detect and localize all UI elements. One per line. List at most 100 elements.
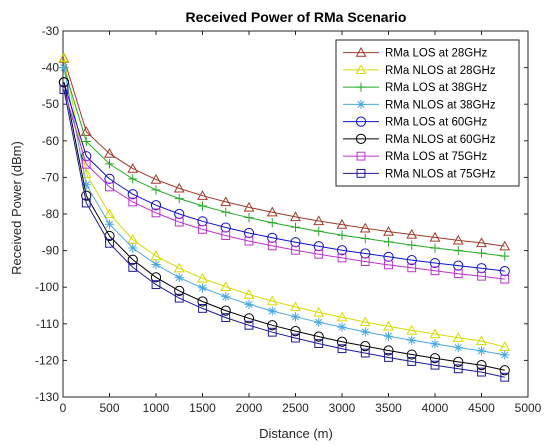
series-point (290, 312, 301, 322)
series-point (336, 311, 348, 322)
series-point (406, 255, 417, 266)
x-tick-label: 500 (99, 401, 119, 415)
series-point (59, 63, 69, 73)
series-point (80, 126, 92, 136)
legend-label: RMa NLOS at 75GHz (385, 168, 496, 180)
series-point (476, 360, 487, 371)
series-point (173, 182, 185, 193)
series-point (198, 224, 207, 234)
legend-marker (356, 168, 366, 178)
x-tick-label: 1000 (143, 401, 170, 415)
legend-item: RMa NLOS at 60GHz (343, 133, 496, 146)
series-point (267, 218, 277, 228)
series-point (359, 222, 371, 233)
series-point (407, 357, 417, 366)
series-point (243, 201, 255, 212)
series-point (477, 367, 486, 377)
series-point (174, 293, 184, 303)
series-point (453, 342, 463, 353)
series-point (267, 320, 278, 331)
series-point (197, 190, 208, 200)
x-tick-label: 1500 (189, 401, 216, 415)
legend-marker (356, 99, 366, 109)
legend: RMa LOS at 28GHz RMa NLOS at 28GHz RMa LOS… (335, 39, 520, 187)
series-point (360, 348, 370, 358)
series-point (476, 248, 487, 258)
series-point (383, 320, 394, 331)
series-point (336, 336, 348, 347)
legend-box (335, 39, 520, 187)
series-line (63, 67, 505, 257)
legend-item: RMa NLOS at 75GHz (343, 168, 496, 180)
series-point (151, 185, 161, 195)
legend-marker (355, 133, 367, 144)
series-point (383, 345, 394, 356)
series-point (151, 208, 161, 218)
series-point (499, 365, 510, 376)
series-point (384, 353, 393, 362)
series-point (81, 159, 91, 169)
series-point (174, 273, 184, 283)
series-point (476, 335, 487, 346)
series-point (429, 353, 441, 364)
series-point (105, 182, 114, 192)
y-tick-label: -110 (36, 317, 59, 331)
legend-item: RMa LOS at 75GHz (343, 151, 488, 163)
series-point (314, 317, 324, 327)
series-point (174, 217, 184, 227)
legend-item: RMa NLOS at 38GHz (343, 99, 496, 111)
series-point (244, 236, 254, 246)
series-point (406, 228, 418, 239)
series-point (429, 231, 441, 242)
series-point (453, 246, 463, 256)
x-tick-label: 3000 (329, 401, 356, 415)
series-point (336, 245, 348, 256)
chart-title: Received Power of RMa Scenario (186, 9, 407, 25)
series-point (290, 326, 301, 337)
series-point (197, 201, 208, 211)
series-point (360, 327, 370, 337)
series-point (173, 262, 185, 273)
series-point (407, 335, 417, 345)
series-point (150, 272, 162, 283)
series-point (313, 331, 324, 342)
series-point (314, 249, 324, 259)
series-point (104, 219, 115, 229)
series-point (81, 180, 91, 190)
y-tick-label: -120 (35, 353, 59, 367)
series-point (452, 234, 464, 245)
series-point (221, 231, 231, 241)
legend-label: RMa LOS at 38GHz (385, 82, 488, 94)
series-point (452, 332, 464, 342)
legend-marker (355, 116, 367, 127)
series-point (430, 339, 440, 349)
series-point (429, 328, 441, 339)
series-6 (58, 77, 510, 376)
series-point (500, 251, 510, 261)
x-axis-label: Distance (m) (259, 426, 333, 441)
y-tick-label: -80 (42, 207, 60, 221)
series-point (383, 225, 394, 236)
series-point (477, 271, 486, 281)
series-point (220, 281, 232, 292)
series-point (104, 208, 115, 219)
series-point (313, 306, 325, 317)
y-tick-label: -100 (35, 280, 59, 294)
series-point (221, 313, 231, 322)
series-point (81, 198, 91, 208)
series-point (105, 238, 114, 248)
series-point (383, 331, 394, 341)
series-point (244, 320, 254, 330)
series-point (453, 364, 463, 374)
series-point (150, 250, 162, 261)
x-tick-label: 2500 (282, 401, 309, 415)
series-point (197, 272, 208, 283)
series-point (360, 233, 370, 244)
x-tick-label: 0 (60, 401, 67, 415)
legend-label: RMa LOS at 60GHz (385, 117, 488, 129)
series-point (150, 173, 162, 184)
series-point (407, 263, 417, 273)
series-point (244, 299, 254, 310)
y-tick-label: -70 (42, 170, 60, 184)
series-point (314, 339, 324, 348)
